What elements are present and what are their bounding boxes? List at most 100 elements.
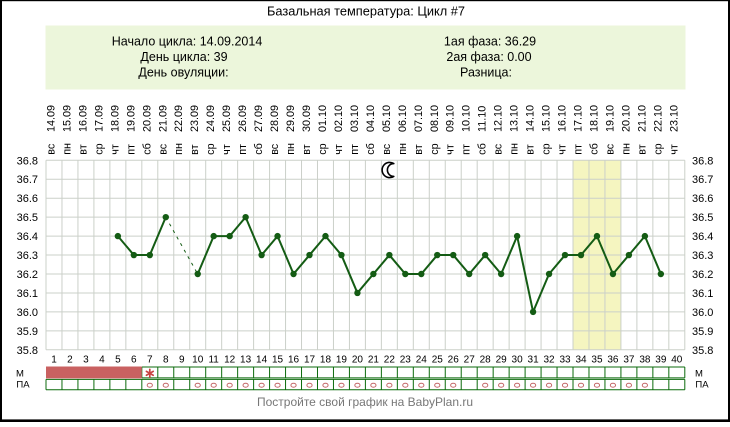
svg-text:36.5: 36.5 bbox=[17, 212, 38, 224]
svg-text:чт: чт bbox=[221, 144, 233, 155]
svg-text:День овуляции:: День овуляции: bbox=[138, 65, 228, 79]
svg-text:17.10: 17.10 bbox=[573, 105, 585, 132]
svg-text:36.3: 36.3 bbox=[692, 250, 713, 262]
svg-text:38: 38 bbox=[639, 354, 651, 365]
svg-text:12.10: 12.10 bbox=[493, 105, 505, 132]
svg-text:36.1: 36.1 bbox=[692, 288, 713, 300]
svg-text:сб: сб bbox=[141, 143, 153, 155]
svg-text:30.09: 30.09 bbox=[301, 105, 313, 132]
svg-text:17.09: 17.09 bbox=[93, 105, 105, 132]
svg-text:пн: пн bbox=[62, 143, 74, 155]
svg-text:10: 10 bbox=[192, 354, 204, 365]
svg-text:28: 28 bbox=[480, 354, 492, 365]
svg-text:35.9: 35.9 bbox=[17, 326, 38, 338]
svg-text:32: 32 bbox=[543, 354, 555, 365]
svg-text:пт: пт bbox=[125, 144, 137, 155]
svg-text:13: 13 bbox=[240, 354, 252, 365]
svg-text:вт: вт bbox=[413, 144, 425, 154]
svg-text:36.7: 36.7 bbox=[692, 174, 713, 186]
svg-text:24.09: 24.09 bbox=[205, 105, 217, 132]
svg-text:2: 2 bbox=[67, 354, 73, 365]
svg-text:40: 40 bbox=[671, 354, 683, 365]
svg-text:29.09: 29.09 bbox=[285, 105, 297, 132]
svg-text:14.10: 14.10 bbox=[525, 105, 537, 132]
svg-text:35.8: 35.8 bbox=[692, 345, 713, 357]
svg-text:сб: сб bbox=[477, 143, 489, 155]
svg-text:5: 5 bbox=[115, 354, 121, 365]
svg-text:13.10: 13.10 bbox=[509, 105, 521, 132]
svg-text:вс: вс bbox=[493, 143, 505, 155]
svg-text:26.09: 26.09 bbox=[237, 105, 249, 132]
svg-text:35.8: 35.8 bbox=[17, 345, 38, 357]
svg-text:16.09: 16.09 bbox=[77, 105, 89, 132]
svg-text:4: 4 bbox=[99, 354, 105, 365]
svg-text:9: 9 bbox=[179, 354, 185, 365]
svg-text:ср: ср bbox=[429, 143, 441, 154]
svg-text:День цикла: 39: День цикла: 39 bbox=[140, 50, 227, 64]
svg-text:36.6: 36.6 bbox=[17, 193, 38, 205]
svg-text:01.10: 01.10 bbox=[317, 105, 329, 132]
svg-text:36.4: 36.4 bbox=[692, 231, 713, 243]
svg-text:15.10: 15.10 bbox=[541, 105, 553, 132]
svg-text:39: 39 bbox=[655, 354, 667, 365]
svg-text:1: 1 bbox=[51, 354, 57, 365]
svg-text:36.3: 36.3 bbox=[17, 250, 38, 262]
svg-text:04.10: 04.10 bbox=[365, 105, 377, 132]
svg-text:36.7: 36.7 bbox=[17, 174, 38, 186]
svg-text:37: 37 bbox=[623, 354, 635, 365]
svg-text:19.10: 19.10 bbox=[604, 105, 616, 132]
svg-text:вс: вс bbox=[157, 143, 169, 155]
svg-text:1ая фаза: 36.29: 1ая фаза: 36.29 bbox=[444, 34, 536, 48]
svg-text:вс: вс bbox=[381, 143, 393, 155]
svg-text:17: 17 bbox=[304, 354, 316, 365]
svg-text:вс: вс bbox=[604, 143, 616, 155]
svg-text:ПА: ПА bbox=[695, 380, 709, 391]
svg-text:02.10: 02.10 bbox=[333, 105, 345, 132]
svg-text:11.10: 11.10 bbox=[477, 106, 489, 132]
svg-text:20.10: 20.10 bbox=[620, 105, 632, 132]
svg-text:36.2: 36.2 bbox=[692, 269, 713, 281]
svg-text:36.5: 36.5 bbox=[692, 212, 713, 224]
svg-text:ср: ср bbox=[652, 143, 664, 154]
svg-text:Постройте свой график на BabyP: Постройте свой график на BabyPlan.ru bbox=[257, 395, 473, 409]
svg-text:34: 34 bbox=[575, 354, 587, 365]
svg-text:24: 24 bbox=[416, 354, 428, 365]
svg-text:20: 20 bbox=[352, 354, 364, 365]
svg-text:19.09: 19.09 bbox=[125, 105, 137, 132]
svg-text:05.10: 05.10 bbox=[381, 105, 393, 132]
svg-text:03.10: 03.10 bbox=[349, 105, 361, 132]
svg-text:пн: пн bbox=[397, 143, 409, 155]
svg-text:25.09: 25.09 bbox=[221, 105, 233, 132]
svg-text:пн: пн bbox=[173, 143, 185, 155]
svg-text:30: 30 bbox=[512, 354, 524, 365]
svg-text:8: 8 bbox=[163, 354, 169, 365]
svg-text:36.8: 36.8 bbox=[17, 155, 38, 167]
svg-text:чт: чт bbox=[668, 144, 680, 155]
svg-text:чт: чт bbox=[109, 144, 121, 155]
svg-text:27.09: 27.09 bbox=[253, 105, 265, 132]
svg-text:36.0: 36.0 bbox=[692, 307, 713, 319]
svg-text:09.10: 09.10 bbox=[445, 105, 457, 132]
svg-text:22.10: 22.10 bbox=[652, 105, 664, 132]
svg-text:36.4: 36.4 bbox=[17, 231, 38, 243]
svg-text:18: 18 bbox=[320, 354, 332, 365]
svg-text:23.09: 23.09 bbox=[189, 105, 201, 132]
svg-text:06.10: 06.10 bbox=[397, 105, 409, 132]
svg-text:М: М bbox=[695, 368, 703, 379]
svg-text:6: 6 bbox=[131, 354, 137, 365]
svg-text:7: 7 bbox=[147, 354, 153, 365]
svg-text:3: 3 bbox=[83, 354, 89, 365]
svg-text:вт: вт bbox=[189, 144, 201, 154]
svg-text:21.09: 21.09 bbox=[157, 105, 169, 132]
svg-text:21: 21 bbox=[368, 354, 380, 365]
svg-text:ср: ср bbox=[317, 143, 329, 154]
svg-text:28.09: 28.09 bbox=[269, 105, 281, 132]
svg-text:пт: пт bbox=[349, 144, 361, 155]
svg-text:08.10: 08.10 bbox=[429, 105, 441, 132]
svg-text:сб: сб bbox=[365, 143, 377, 155]
svg-text:36.2: 36.2 bbox=[17, 269, 38, 281]
svg-text:33: 33 bbox=[559, 354, 571, 365]
svg-text:15.09: 15.09 bbox=[62, 105, 74, 132]
svg-text:26: 26 bbox=[448, 354, 460, 365]
svg-text:вт: вт bbox=[77, 144, 89, 154]
